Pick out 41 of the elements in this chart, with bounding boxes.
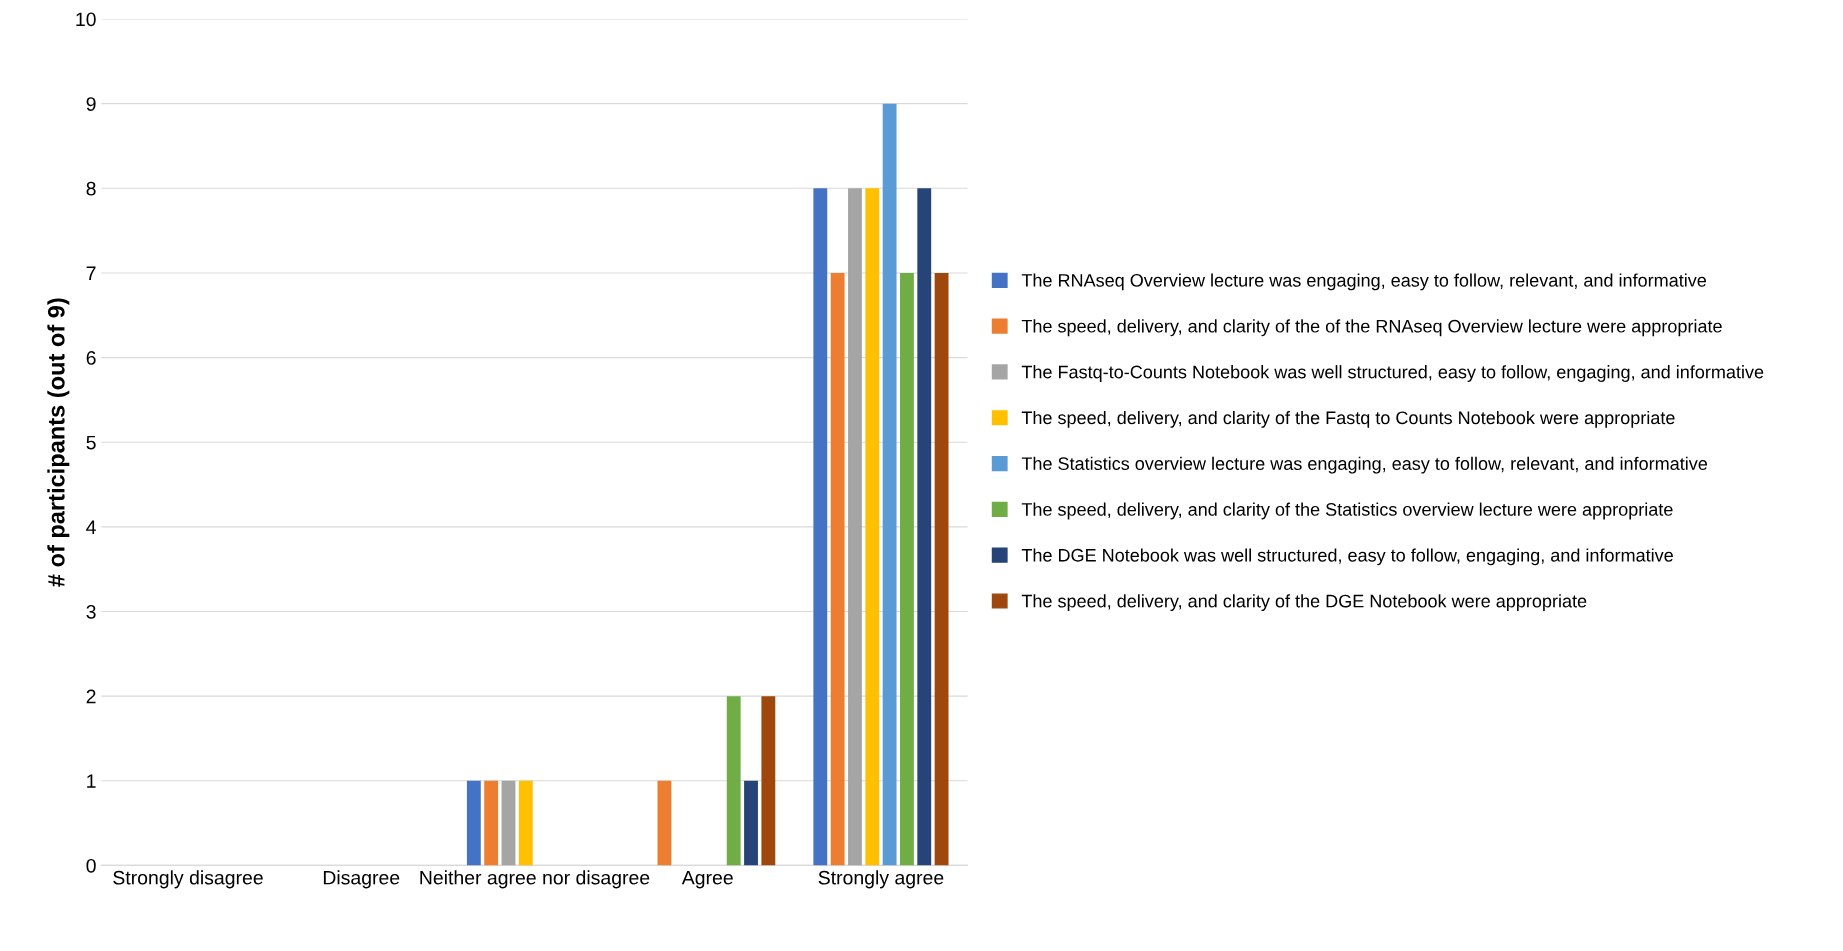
y-tick-label: 1 <box>87 774 96 788</box>
legend-label: The Fastq-to-Counts Notebook was well structured, easy to follow, engaging, and informative <box>1021 365 1764 382</box>
bar <box>466 780 481 866</box>
x-tick-label: Strongly disagree <box>113 870 263 889</box>
legend-label: The speed, delivery, and clarity of the Fastq to Counts Notebook were appropriate <box>1021 410 1675 428</box>
bar <box>934 272 949 866</box>
x-tick-label: Strongly agree <box>818 870 944 889</box>
bar <box>761 696 776 866</box>
y-tick-label: 7 <box>86 266 96 280</box>
legend-label: The Statistics overview lecture was engaging, easy to follow, relevant, and informative <box>1021 456 1708 474</box>
y-tick-label: 8 <box>86 181 96 196</box>
y-tick-label: 3 <box>86 604 96 619</box>
x-tick-label: Disagree <box>323 870 400 889</box>
y-tick-label: 2 <box>86 689 96 704</box>
y-tick-label: 0 <box>86 858 96 873</box>
legend-label: The RNAseq Overview lecture was engaging, easy to follow, relevant, and informative <box>1021 273 1707 291</box>
bar <box>917 188 932 866</box>
bar <box>865 188 880 866</box>
y-axis-title: # of participants (out of 9) <box>47 298 70 587</box>
legend-label: The speed, delivery, and clarity of the Statistics overview lecture were appropriate <box>1021 502 1673 520</box>
bar <box>744 780 758 866</box>
x-tick-label: Neither agree nor disagree <box>420 870 650 889</box>
bar <box>518 780 533 866</box>
legend-label: The speed, delivery, and clarity of the of the RNAseq Overview lecture were appropriate <box>1021 319 1722 337</box>
bar <box>900 272 914 866</box>
y-tick-label: 5 <box>86 435 96 450</box>
bar <box>848 188 862 866</box>
bar <box>726 696 741 866</box>
y-tick-label: 10 <box>76 12 96 27</box>
legend-label: The speed, delivery, and clarity of the DGE Notebook were appropriate <box>1021 594 1587 612</box>
bar <box>813 188 828 866</box>
bar <box>830 272 845 866</box>
y-tick-label: 4 <box>86 520 96 534</box>
bar <box>484 780 499 866</box>
x-tick-label: Agree <box>681 870 733 889</box>
legend-label: The DGE Notebook was well structured, easy to follow, engaging, and informative <box>1021 548 1673 566</box>
y-tick-label: 6 <box>86 351 96 365</box>
y-tick-label: 9 <box>86 97 96 111</box>
bar <box>501 780 516 866</box>
bar <box>657 780 672 866</box>
bar <box>882 103 897 866</box>
